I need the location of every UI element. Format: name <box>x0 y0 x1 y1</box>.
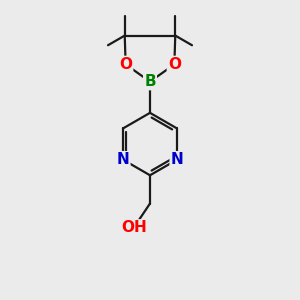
Text: OH: OH <box>121 220 146 236</box>
Text: B: B <box>144 74 156 89</box>
Text: O: O <box>119 57 132 72</box>
Text: O: O <box>168 57 181 72</box>
Text: N: N <box>117 152 129 167</box>
Text: N: N <box>171 152 183 167</box>
